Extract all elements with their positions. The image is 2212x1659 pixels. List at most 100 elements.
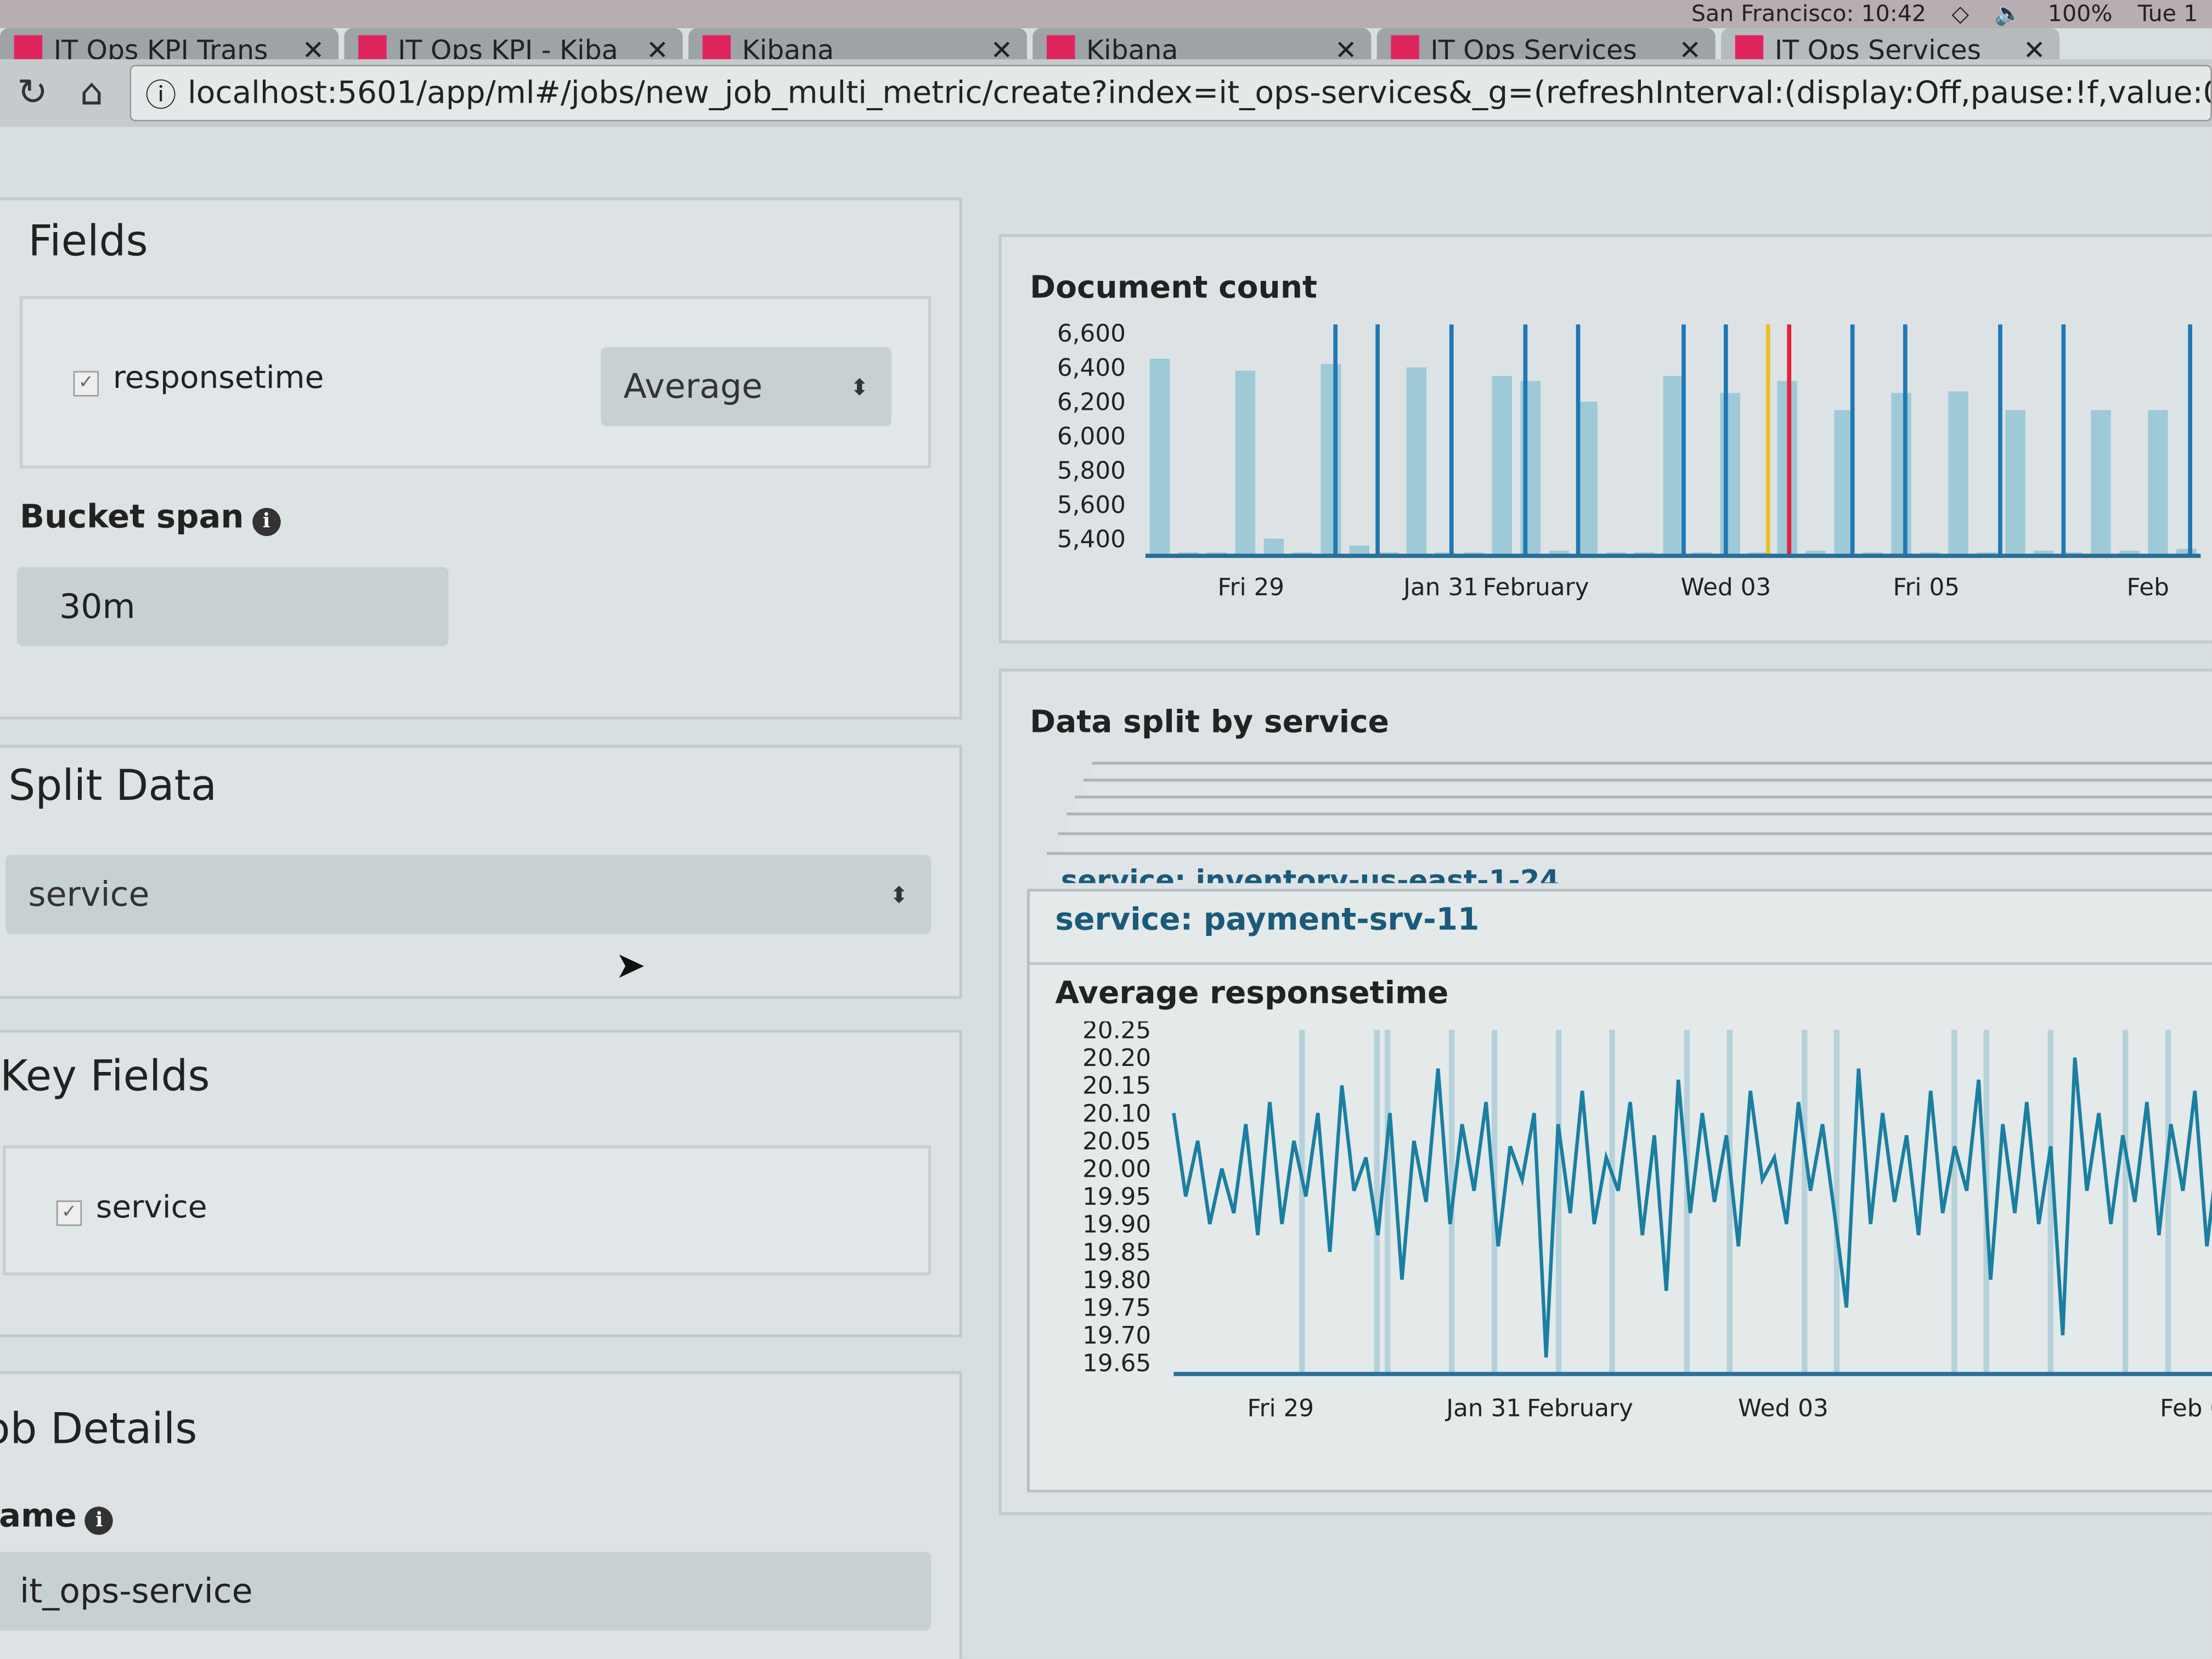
stacked-card[interactable] (1058, 832, 2212, 855)
data-split-panel: Data split by service service: inventory… (998, 668, 2212, 1515)
function-value: Average (623, 366, 763, 407)
mouse-cursor-icon: ➤ (615, 945, 646, 988)
key-field-checkbox[interactable]: ✓ (56, 1200, 82, 1226)
y-tick-label: 19.85 (1082, 1238, 1151, 1266)
y-tick-label: 5,800 (1057, 456, 1126, 484)
count-bar (1720, 393, 1740, 556)
divider (1030, 962, 2212, 965)
count-bar (1663, 376, 1683, 556)
fields-panel: Fields ✓ responsetime Average ⬍ Bucket sp… (0, 197, 962, 720)
reload-icon[interactable]: ↻ (17, 72, 48, 115)
data-split-title: Data split by service (1030, 705, 1390, 741)
key-field-name: service (95, 1190, 207, 1226)
x-tick-label: Wed 03 (1738, 1395, 1829, 1423)
anomaly-band (1299, 1030, 1305, 1374)
anomaly-band (1726, 1030, 1733, 1374)
anomaly-band (2047, 1030, 2053, 1374)
job-name-input[interactable]: it_ops-service (0, 1551, 932, 1631)
y-tick-label: 5,600 (1057, 491, 1126, 519)
field-name: responsetime (112, 361, 324, 397)
card-title: service: inventory-us-east-1-24 (1060, 863, 1560, 883)
count-bar (1263, 538, 1284, 556)
responsetime-line (1172, 1057, 2212, 1358)
os-menubar: San Francisco: 10:42 ◇ 🔈 100% Tue 1 (0, 0, 2212, 29)
x-tick-label: Feb 07 (2160, 1395, 2212, 1423)
battery-level[interactable]: 100% (2047, 0, 2113, 27)
url-text: localhost:5601/app/ml#/jobs/new_job_mult… (188, 75, 2212, 111)
x-tick-label: Jan 31 (1402, 573, 1479, 601)
field-row: ✓ responsetime Average ⬍ (19, 296, 932, 469)
y-tick-label: 19.70 (1082, 1322, 1151, 1350)
y-tick-label: 19.80 (1082, 1266, 1151, 1294)
count-bar (2005, 410, 2025, 556)
y-tick-label: 19.75 (1082, 1294, 1151, 1322)
count-bar (1948, 391, 1968, 556)
select-arrows-icon: ⬍ (850, 373, 869, 400)
y-tick-label: 20.15 (1082, 1072, 1151, 1100)
x-tick-label: February (1483, 573, 1589, 601)
document-count-title: Document count (1030, 270, 1318, 306)
count-bar (2091, 410, 2111, 556)
service-card-title: service: payment-srv-11 (1055, 902, 1480, 938)
anomaly-band (1802, 1030, 1808, 1374)
responsetime-title: Average responsetime (1055, 976, 1449, 1012)
count-bar (1805, 550, 1826, 556)
info-icon[interactable]: ⓘ (145, 78, 177, 115)
key-fields-panel: Key Fields ✓ service (0, 1030, 962, 1338)
bucket-span-input[interactable]: 30m (16, 567, 449, 646)
count-bar (1149, 358, 1170, 556)
anomaly-band (2165, 1030, 2171, 1374)
y-tick-label: 20.05 (1082, 1127, 1151, 1155)
fields-title: Fields (28, 217, 148, 267)
x-tick-label: February (1527, 1395, 1633, 1423)
count-bar (1492, 376, 1513, 556)
y-tick-label: 20.00 (1082, 1155, 1151, 1183)
x-tick-label: Feb (2127, 573, 2169, 601)
split-data-title: Split Data (8, 761, 217, 811)
y-tick-label: 6,400 (1057, 354, 1126, 382)
wifi-icon[interactable]: ◇ (1951, 0, 1969, 27)
split-data-panel: Split Data service ⬍ ➤ (0, 744, 962, 999)
info-icon[interactable]: i (252, 507, 281, 537)
y-tick-label: 6,000 (1057, 422, 1126, 450)
job-details-title: Job Details (0, 1405, 198, 1455)
count-bar (1406, 367, 1427, 556)
y-tick-label: 20.10 (1082, 1099, 1151, 1127)
count-bar (1235, 370, 1256, 556)
responsetime-chart: 20.2520.2020.1520.1020.0520.0019.9519.90… (1082, 1022, 2212, 1423)
key-field-checkbox-row[interactable]: ✓ service (56, 1190, 207, 1226)
address-bar[interactable]: ⓘ localhost:5601/app/ml#/jobs/new_job_mu… (129, 65, 2212, 122)
function-select[interactable]: Average ⬍ (601, 347, 892, 426)
y-tick-label: 19.65 (1082, 1350, 1151, 1378)
anomaly-band (1374, 1030, 1380, 1374)
volume-icon[interactable]: 🔈 (1994, 0, 2023, 27)
key-field-row: ✓ service (3, 1145, 932, 1276)
stacked-card[interactable] (1066, 812, 2212, 836)
home-icon[interactable]: ⌂ (80, 72, 104, 115)
y-tick-label: 19.90 (1082, 1211, 1151, 1239)
x-tick-label: Jan 31 (1444, 1395, 1521, 1423)
anomaly-band (2122, 1030, 2129, 1374)
select-arrows-icon: ⬍ (889, 881, 909, 908)
count-bar (1891, 393, 1911, 556)
stacked-card[interactable]: service: inventory-us-east-1-24 (1046, 852, 2212, 883)
info-icon[interactable]: i (85, 1506, 114, 1535)
count-bar (2119, 550, 2140, 556)
anomaly-band (1951, 1030, 1957, 1374)
y-tick-label: 5,400 (1057, 525, 1126, 553)
service-card[interactable]: service: payment-srv-11 Average response… (1026, 888, 2212, 1493)
anomaly-band (1555, 1030, 1562, 1374)
job-details-panel: Job Details Namei it_ops-service (0, 1371, 962, 1659)
count-bar (2148, 410, 2168, 556)
bucket-span-label: Bucket span i (20, 499, 281, 537)
anomaly-band (1609, 1030, 1615, 1374)
menubar-day: Tue 1 (2137, 0, 2198, 27)
browser-toolbar: ↻ ⌂ ⓘ localhost:5601/app/ml#/jobs/new_jo… (0, 59, 2212, 127)
anomaly-band (1833, 1030, 1840, 1374)
count-bar (1549, 550, 1570, 556)
split-field-select[interactable]: service ⬍ (5, 855, 932, 934)
field-checkbox-row[interactable]: ✓ responsetime (73, 361, 324, 397)
y-tick-label: 6,200 (1057, 388, 1126, 416)
x-tick-label: Wed 03 (1680, 573, 1771, 601)
field-checkbox[interactable]: ✓ (73, 371, 99, 397)
